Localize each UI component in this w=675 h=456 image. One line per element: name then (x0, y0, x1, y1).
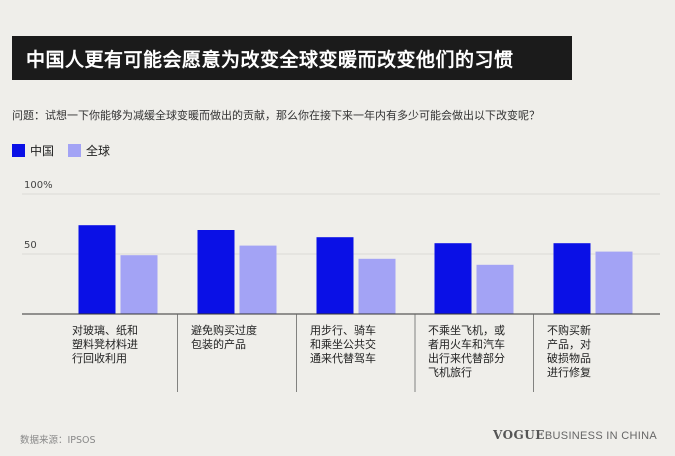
bar-global (239, 245, 277, 314)
category-label: 出行来代替部分 (428, 351, 505, 365)
brand-logo: VOGUEBUSINESS IN CHINA (493, 428, 657, 442)
legend-item-china: 中国 (12, 142, 54, 159)
legend-label-global: 全球 (86, 144, 111, 158)
data-source: 数据来源：IPSOS (20, 435, 96, 446)
category-label: 用步行、骑车 (310, 323, 376, 337)
category-label: 通来代替驾车 (310, 351, 376, 365)
category-label: 者用火车和汽车 (428, 337, 505, 351)
legend: 中国 全球 (12, 142, 110, 159)
bar-china (553, 243, 591, 314)
bar-global (595, 251, 633, 314)
survey-question: 问题：试想一下你能够为减缓全球变暖而做出的贡献，那么你在接下来一年内有多少可能会… (12, 109, 540, 122)
category-label: 破损物品 (547, 351, 591, 365)
bar-china (434, 243, 472, 314)
category-label: 包装的产品 (191, 337, 246, 351)
bar-global (120, 255, 158, 314)
bar-china (197, 230, 235, 314)
category-label: 对玻璃、纸和 (72, 323, 138, 337)
legend-swatch-china (12, 144, 25, 157)
legend-swatch-global (68, 144, 82, 157)
y-tick-label: 50 (24, 240, 37, 251)
bar-global (476, 264, 514, 314)
y-tick-label: 100% (24, 180, 53, 191)
category-label: 避免购买过度 (191, 323, 257, 337)
category-label: 塑料凳材料进 (72, 337, 138, 351)
category-label: 进行修复 (547, 365, 591, 379)
chart-title: 中国人更有可能会愿意为改变全球变暖而改变他们的习惯 (12, 36, 572, 80)
legend-label-china: 中国 (30, 144, 55, 158)
brand-vogue: VOGUE (493, 428, 545, 442)
category-label: 和乘坐公共交 (310, 337, 376, 351)
category-label: 产品，对 (547, 337, 591, 351)
bar-china (316, 237, 354, 314)
category-label: 行回收利用 (72, 351, 127, 365)
bar-global (358, 258, 396, 314)
bar-china (78, 225, 116, 314)
brand-business-in-china: BUSINESS IN CHINA (544, 430, 657, 442)
category-label: 不购买新 (547, 323, 591, 337)
legend-item-global: 全球 (68, 142, 110, 159)
category-label: 飞机旅行 (428, 365, 472, 379)
category-label: 不乘坐飞机，或 (428, 323, 505, 337)
